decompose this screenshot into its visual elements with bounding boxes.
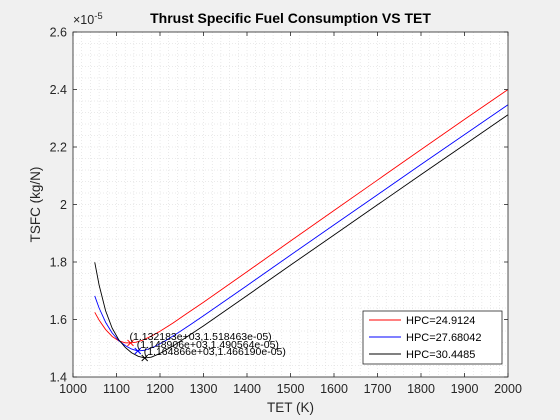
y-tick-label: 1.4 [50, 371, 67, 385]
x-tick-label: 1500 [277, 382, 305, 396]
x-tick-label: 1200 [146, 382, 174, 396]
series-line-2 [94, 104, 509, 352]
annotation-layer: (1.132183e+03,1.518463e-05)(1.148906e+03… [129, 331, 285, 358]
grid [73, 32, 508, 377]
chart-title: Thrust Specific Fuel Consumption VS TET [150, 10, 431, 26]
marker-stroke [141, 354, 149, 362]
y-exponent: ×10-5 [73, 11, 103, 27]
x-tick-label: 2000 [494, 382, 522, 396]
legend: HPC=24.9124 HPC=27.68042 HPC=30.4485 [362, 310, 503, 365]
series-layer [94, 89, 509, 359]
legend-label-3: HPC=30.4485 [406, 349, 475, 361]
y-tick-label: 2.4 [50, 83, 67, 97]
x-tick-label: 1400 [233, 382, 261, 396]
y-tick-label: 1.8 [50, 256, 67, 270]
x-tick-label: 1900 [451, 382, 479, 396]
x-tick-label: 1700 [364, 382, 392, 396]
x-axis-label: TET (K) [267, 400, 314, 415]
point-annotation-2: (1.148906e+03,1.490564e-05) [137, 339, 279, 351]
y-tick-label: 2 [60, 198, 67, 212]
x-tick-labels: 1000 1100 1200 1300 1400 1500 1600 1700 1800 1900… [59, 382, 522, 396]
y-tick-label: 1.6 [50, 313, 67, 327]
y-exponent-base: ×10 [73, 13, 94, 27]
marker-stroke [134, 347, 142, 355]
x-tick-label: 1600 [320, 382, 348, 396]
x-tick-label: 1100 [103, 382, 130, 396]
x-tick-label: 1300 [190, 382, 218, 396]
legend-label-2: HPC=27.68042 [406, 332, 482, 344]
series-line-3 [94, 114, 509, 359]
y-tick-labels: 1.4 1.6 1.8 2 2.2 2.4 2.6 [50, 26, 67, 385]
y-axis-label: TSFC (kg/N) [28, 167, 43, 243]
minimum-marker-1 [127, 339, 134, 347]
marker-layer [127, 339, 149, 362]
legend-label-1: HPC=24.9124 [406, 315, 475, 327]
x-tick-label: 1000 [59, 382, 87, 396]
ticks [72, 31, 509, 378]
point-annotation-3: (1.164866e+03,1.466190e-05) [144, 346, 286, 358]
x-tick-label: 1800 [407, 382, 435, 396]
minimum-marker-2 [134, 347, 142, 355]
series-line-1 [94, 89, 509, 344]
minimum-marker-3 [141, 354, 149, 362]
point-annotation-1: (1.132183e+03,1.518463e-05) [129, 331, 271, 343]
y-tick-label: 2.2 [50, 141, 67, 155]
marker-stroke [127, 339, 134, 347]
y-exponent-power: -5 [94, 11, 102, 22]
y-tick-label: 2.6 [50, 26, 67, 40]
